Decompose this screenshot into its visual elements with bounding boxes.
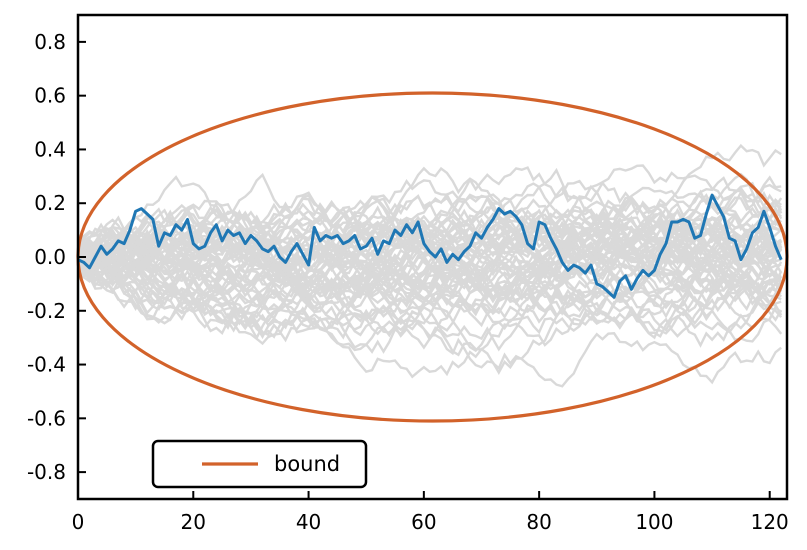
background-path	[77, 196, 783, 339]
legend-label-bound: bound	[274, 452, 340, 476]
y-tick-label: 0.4	[34, 137, 66, 161]
background-path	[77, 228, 782, 388]
x-tick-label: 40	[296, 510, 321, 534]
y-tick-label: -0.8	[27, 460, 66, 484]
background-path	[77, 210, 783, 297]
background-path	[77, 260, 782, 353]
y-tick-label: 0.2	[34, 191, 66, 215]
legend: bound	[151, 439, 368, 489]
background-path	[76, 198, 783, 278]
background-path	[77, 236, 783, 343]
x-tick-label: 120	[751, 510, 789, 534]
highlight-series-line	[77, 193, 783, 299]
y-axis-ticks: 0.8 0.6 0.4 0.2 0.0 -0.2 -0.4 -0.6 -0.8	[27, 30, 86, 484]
y-tick-label: 0.0	[34, 245, 66, 269]
background-path	[77, 222, 782, 346]
y-tick-label: -0.4	[27, 353, 66, 377]
y-tick-label: -0.6	[27, 406, 66, 430]
background-path	[76, 164, 782, 259]
y-tick-label: 0.6	[34, 84, 66, 108]
x-tick-label: 60	[411, 510, 436, 534]
x-axis-ticks: 0 20 40 60 80 100 120	[72, 491, 789, 534]
y-tick-label: 0.8	[34, 30, 66, 54]
background-path	[77, 239, 783, 352]
x-tick-label: 100	[635, 510, 673, 534]
legend-box	[151, 439, 368, 489]
background-path	[76, 240, 782, 326]
x-tick-label: 80	[526, 510, 551, 534]
background-path	[77, 232, 783, 348]
x-tick-label: 0	[72, 510, 85, 534]
y-tick-label: -0.2	[27, 299, 66, 323]
x-tick-label: 20	[181, 510, 206, 534]
background-path	[77, 215, 782, 274]
